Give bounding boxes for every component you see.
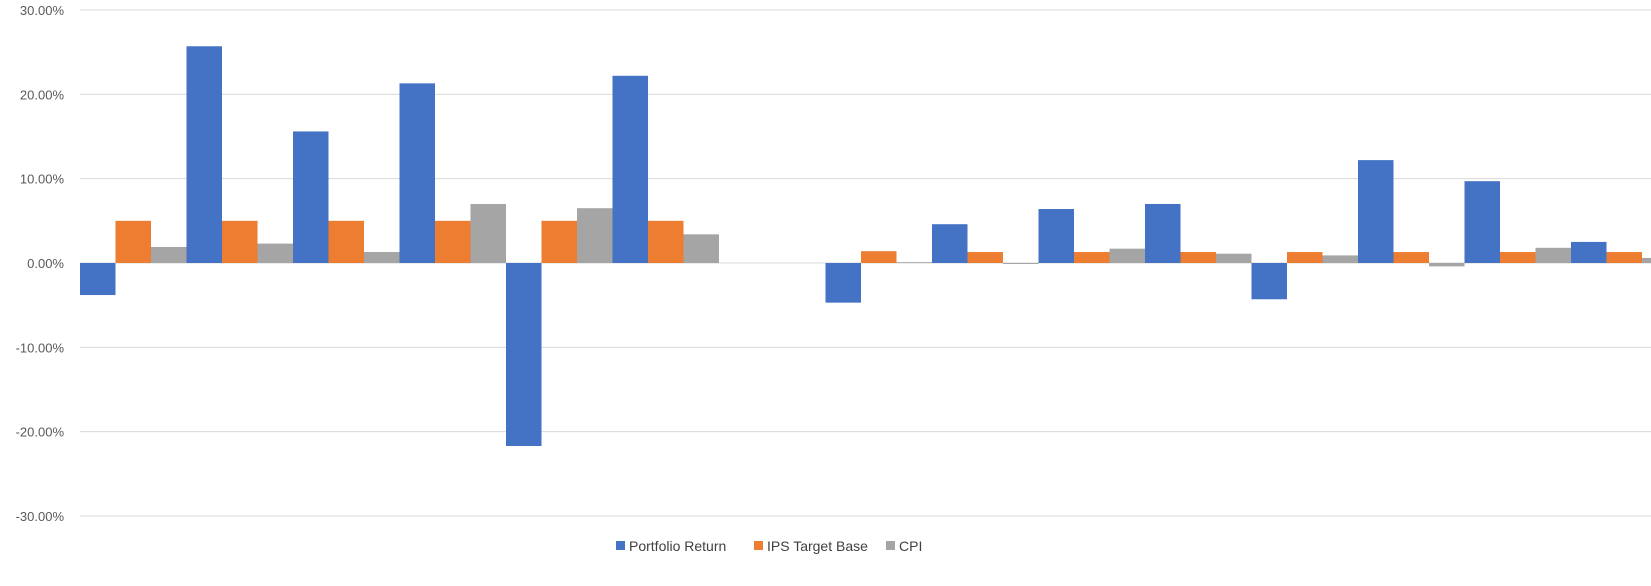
y-tick-label: 30.00% [20, 3, 65, 18]
series-cpi [151, 203, 1651, 267]
bars [80, 46, 1651, 447]
legend-item: Portfolio Return [616, 538, 726, 554]
bar [1251, 263, 1287, 300]
bar [896, 262, 932, 263]
y-tick-label: -20.00% [16, 425, 65, 440]
bar [1216, 253, 1252, 263]
bar [151, 246, 187, 263]
bar [80, 263, 116, 296]
legend-swatch [616, 541, 625, 550]
bar [861, 251, 897, 263]
bar [186, 46, 222, 263]
legend-swatch [886, 541, 895, 550]
legend-item: IPS Target Base [754, 538, 868, 554]
bar [435, 220, 471, 263]
y-tick-label: 20.00% [20, 87, 65, 102]
bar [328, 220, 364, 263]
bar [1464, 181, 1500, 263]
bar [364, 252, 400, 263]
bar [967, 252, 1003, 263]
legend-item: CPI [886, 538, 922, 554]
bar [683, 234, 719, 263]
bar [1145, 203, 1181, 263]
legend-label: CPI [899, 538, 922, 554]
bar [612, 75, 648, 263]
bar [1180, 252, 1216, 263]
bar [1109, 248, 1145, 263]
bar [1074, 252, 1110, 263]
bar [399, 83, 435, 264]
bar [293, 131, 329, 263]
bar [1393, 252, 1429, 263]
y-axis-tick-labels: 30.00% 20.00% 10.00% 0.00% -10.00% -20.00% -30… [16, 3, 65, 524]
bar [541, 220, 577, 263]
bar [648, 220, 684, 263]
bar [470, 203, 506, 263]
bar [1322, 255, 1358, 263]
bar [1003, 263, 1039, 264]
legend-label: IPS Target Base [767, 538, 868, 554]
bar [222, 220, 258, 263]
bar [577, 208, 613, 263]
bar [1287, 252, 1323, 263]
bar [825, 263, 861, 303]
bar [1038, 209, 1074, 263]
y-tick-label: 0.00% [27, 256, 64, 271]
bar [1358, 160, 1394, 263]
bar [1571, 241, 1607, 263]
legend: Portfolio Return IPS Target Base CPI [616, 538, 922, 554]
bar [506, 263, 542, 447]
bar [1535, 247, 1571, 263]
series-portfolio-return [80, 46, 1607, 447]
bar [1500, 252, 1536, 263]
y-tick-label: -30.00% [16, 509, 65, 524]
bar [1642, 257, 1651, 263]
bar [257, 243, 293, 263]
legend-label: Portfolio Return [629, 538, 726, 554]
bar [1606, 252, 1642, 263]
bar [932, 224, 968, 263]
series-ips-target-base [115, 220, 1642, 263]
bar [115, 220, 151, 263]
bar [1429, 263, 1465, 267]
y-tick-label: -10.00% [16, 340, 65, 355]
y-tick-label: 10.00% [20, 172, 65, 187]
legend-swatch [754, 541, 763, 550]
